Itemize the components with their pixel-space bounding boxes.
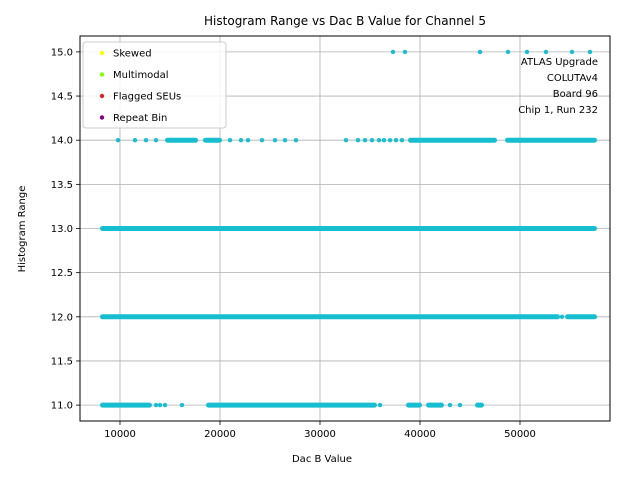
- data-point: [153, 402, 159, 408]
- data-point-band: [406, 402, 422, 408]
- x-tick-label: 50000: [504, 429, 536, 440]
- data-point: [381, 137, 387, 143]
- x-tick-label: 40000: [404, 429, 436, 440]
- data-point: [524, 49, 530, 55]
- y-tick-label: 12.5: [51, 268, 73, 279]
- data-point: [390, 49, 396, 55]
- data-point: [477, 49, 483, 55]
- data-point: [259, 137, 265, 143]
- data-point-band: [100, 402, 152, 408]
- x-axis-ticks: 10000 20000 30000 40000 50000: [104, 421, 536, 440]
- data-point: [393, 137, 399, 143]
- y-tick-label: 14.5: [51, 92, 73, 103]
- data-point: [238, 137, 244, 143]
- y-tick-label: 13.5: [51, 180, 73, 191]
- data-point: [143, 137, 149, 143]
- data-point-band: [505, 137, 597, 143]
- y-tick-label: 12.0: [51, 312, 73, 323]
- data-point-band: [100, 314, 560, 320]
- data-point: [245, 137, 251, 143]
- annotation-block: ATLAS Upgrade COLUTAv4 Board 96 Chip 1, Run…: [518, 57, 598, 116]
- data-point: [369, 137, 375, 143]
- annotation-line: Chip 1, Run 232: [518, 105, 598, 116]
- data-point: [132, 137, 138, 143]
- data-point: [505, 49, 511, 55]
- data-point: [399, 137, 405, 143]
- x-tick-label: 10000: [104, 429, 136, 440]
- data-point: [343, 137, 349, 143]
- chart-title: Histogram Range vs Dac B Value for Chann…: [204, 14, 486, 28]
- annotation-line: COLUTAv4: [547, 73, 598, 84]
- legend-label: Repeat Bin: [113, 113, 167, 124]
- annotation-line: Board 96: [553, 89, 598, 100]
- data-point: [377, 402, 383, 408]
- data-point: [402, 49, 408, 55]
- x-axis-label: Dac B Value: [292, 454, 352, 465]
- x-tick-label: 30000: [304, 429, 336, 440]
- legend-label: Skewed: [113, 49, 152, 60]
- annotation-line: ATLAS Upgrade: [521, 57, 598, 68]
- legend-marker: [99, 72, 105, 77]
- data-points: [100, 49, 597, 408]
- data-point: [587, 49, 593, 55]
- data-point: [387, 137, 393, 143]
- data-point: [272, 137, 278, 143]
- data-point: [162, 402, 168, 408]
- data-point: [457, 402, 463, 408]
- data-point: [376, 137, 382, 143]
- data-point: [293, 137, 299, 143]
- data-point-band: [206, 402, 377, 408]
- y-axis-ticks: 11.0 11.5 12.0 12.5 13.0 13.5 14.0 14.5 15.0: [51, 47, 80, 412]
- data-point: [362, 137, 368, 143]
- legend-marker: [99, 115, 105, 120]
- data-point-band: [165, 137, 198, 143]
- y-tick-label: 14.0: [51, 136, 73, 147]
- y-tick-label: 13.0: [51, 224, 73, 235]
- data-point: [355, 137, 361, 143]
- x-tick-label: 20000: [204, 429, 236, 440]
- data-point: [157, 402, 163, 408]
- legend-marker: [99, 93, 105, 99]
- data-point-band: [565, 314, 597, 320]
- data-point-band: [203, 137, 222, 143]
- data-point: [153, 137, 159, 143]
- data-point: [179, 402, 185, 408]
- legend: Skewed Multimodal Flagged SEUs Repeat Bin: [82, 41, 227, 129]
- data-point-band: [408, 137, 497, 143]
- legend-label: Multimodal: [113, 70, 169, 81]
- data-point: [543, 49, 549, 55]
- data-point: [559, 314, 565, 320]
- data-point: [447, 402, 453, 408]
- data-point: [115, 137, 121, 143]
- data-point: [569, 49, 575, 55]
- data-point-band: [426, 402, 444, 408]
- legend-label: Flagged SEUs: [113, 92, 181, 103]
- data-point-band: [100, 226, 597, 231]
- data-point: [282, 137, 288, 143]
- y-tick-label: 11.5: [51, 356, 73, 367]
- y-axis-label: Histogram Range: [17, 186, 28, 273]
- data-point-band: [475, 402, 484, 408]
- y-tick-label: 11.0: [51, 401, 73, 412]
- y-tick-label: 15.0: [51, 47, 73, 58]
- data-point: [227, 137, 233, 143]
- legend-marker: [99, 50, 105, 56]
